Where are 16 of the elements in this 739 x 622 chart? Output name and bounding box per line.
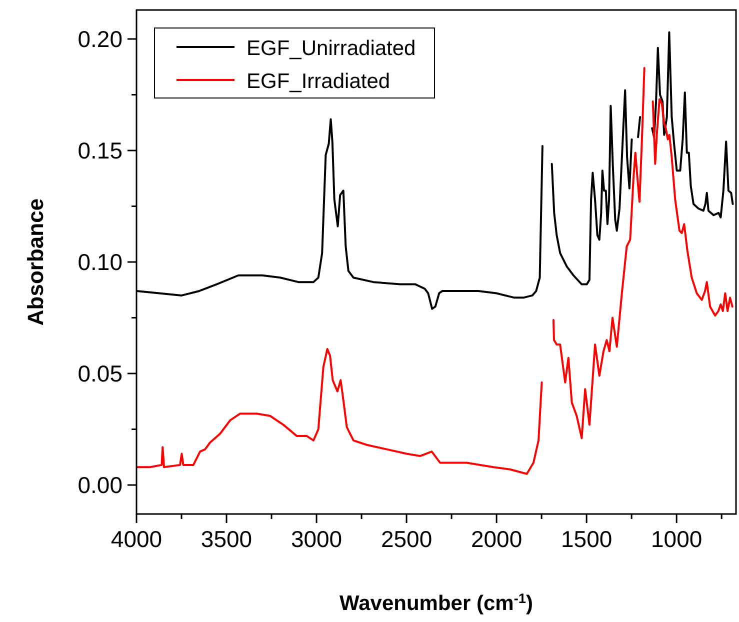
y-axis-title: Absorbance — [23, 198, 48, 326]
legend-label: EGF_Irradiated — [246, 70, 390, 93]
x-axis-title: Wavenumber (cm$^{-1}$) — [340, 590, 533, 615]
y-tick-label: 0.05 — [78, 360, 122, 387]
x-tick-label: 3000 — [290, 526, 342, 552]
legend-label: EGF_Unirradiated — [246, 37, 416, 60]
x-tick-label: 2500 — [380, 526, 432, 552]
x-tick-label: 3500 — [200, 526, 252, 552]
x-tick-label: 1500 — [560, 526, 612, 552]
y-tick-label: 0.20 — [78, 26, 122, 52]
y-tick-label: 0.15 — [78, 137, 122, 164]
y-tick-label: 0.00 — [78, 472, 122, 498]
x-tick-label: 4000 — [110, 526, 162, 552]
y-tick-label: 0.10 — [78, 249, 122, 275]
x-tick-label: 2000 — [470, 526, 522, 552]
x-tick-label: 1000 — [651, 526, 702, 552]
